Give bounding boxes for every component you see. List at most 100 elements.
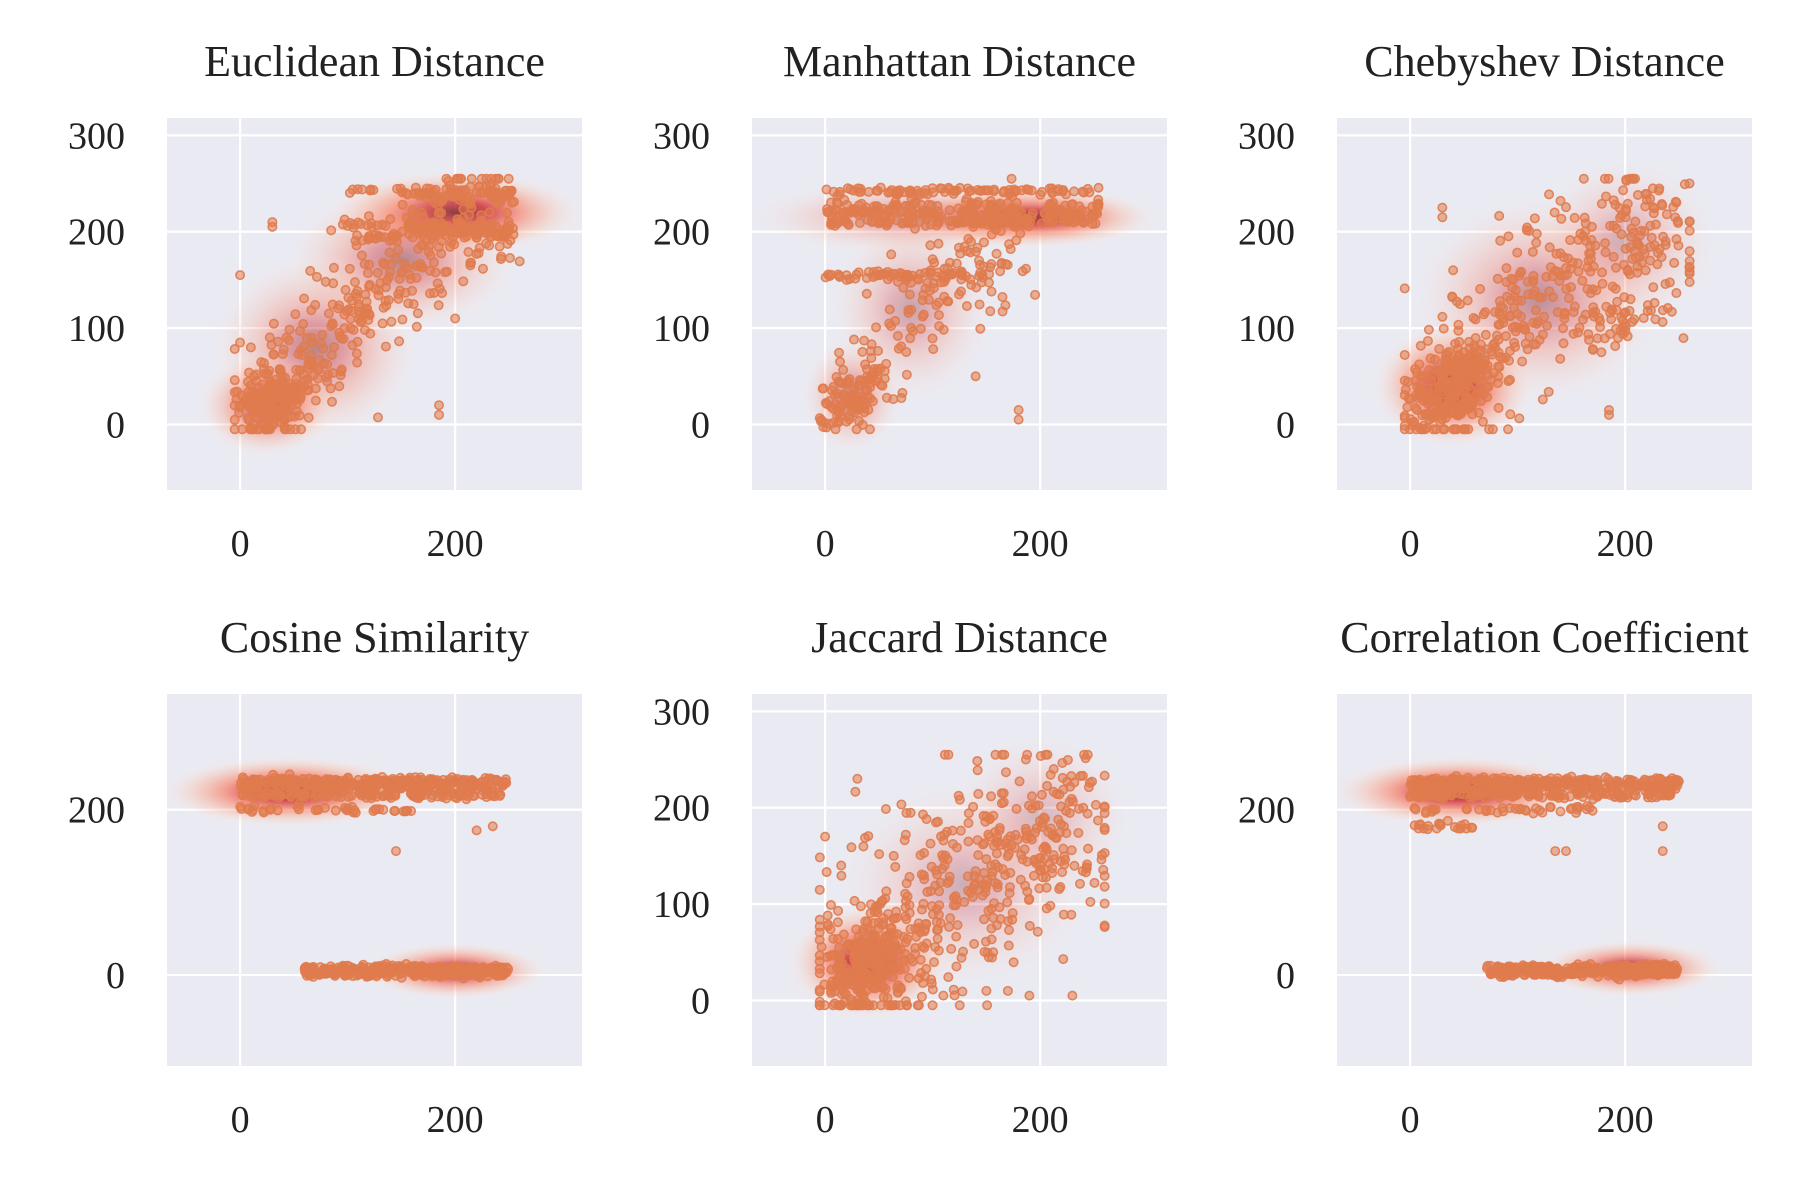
data-point <box>1622 198 1633 209</box>
data-point <box>1504 345 1515 356</box>
data-point <box>894 964 905 975</box>
data-point <box>858 395 869 406</box>
data-point <box>935 877 946 888</box>
data-point <box>1036 789 1047 800</box>
data-point <box>1042 749 1053 760</box>
data-point <box>933 217 944 228</box>
data-point <box>1652 259 1663 270</box>
data-point <box>833 905 844 916</box>
data-point <box>1640 201 1651 212</box>
data-point <box>1528 317 1539 328</box>
data-point <box>891 215 902 226</box>
data-point <box>878 917 889 928</box>
data-point <box>973 850 984 861</box>
data-point <box>1612 296 1623 307</box>
data-point <box>1002 985 1013 996</box>
data-point <box>394 285 405 296</box>
data-point <box>836 870 847 881</box>
data-point <box>829 399 840 410</box>
data-point <box>1495 235 1506 246</box>
data-point <box>241 392 252 403</box>
data-point <box>1027 803 1038 814</box>
scatter-points <box>1405 770 1684 985</box>
data-point <box>1043 827 1054 838</box>
plot-area <box>1337 694 1752 1066</box>
data-point <box>1536 292 1547 303</box>
data-point <box>979 914 990 925</box>
y-tick-label: 200 <box>1238 212 1295 254</box>
subplot-title: Euclidean Distance <box>204 37 545 86</box>
data-point <box>943 972 954 983</box>
data-point <box>1028 870 1039 881</box>
x-tick-label: 200 <box>1597 1099 1654 1141</box>
data-point <box>1003 940 1014 951</box>
data-point <box>1559 793 1570 804</box>
data-point <box>899 835 910 846</box>
data-point <box>994 822 1005 833</box>
data-point <box>1402 402 1413 413</box>
data-point <box>931 817 942 828</box>
data-point <box>1501 263 1512 274</box>
data-point <box>1055 881 1066 892</box>
data-point <box>1099 802 1110 813</box>
data-point <box>925 267 936 278</box>
data-point <box>1405 779 1416 790</box>
data-point <box>904 972 915 983</box>
data-point <box>1497 803 1508 814</box>
data-point <box>933 238 944 249</box>
data-point <box>1630 216 1641 227</box>
data-point <box>1610 341 1621 352</box>
data-point <box>981 811 992 822</box>
data-point <box>899 955 910 966</box>
data-point <box>833 933 844 944</box>
data-point <box>353 306 364 317</box>
y-tick-label: 0 <box>691 404 710 446</box>
data-point <box>1671 288 1682 299</box>
data-point <box>412 308 423 319</box>
data-point <box>916 869 927 880</box>
data-point <box>494 191 505 202</box>
data-point <box>268 418 279 429</box>
data-point <box>901 369 912 380</box>
data-point <box>861 288 872 299</box>
data-point <box>330 805 341 816</box>
data-point <box>389 789 400 800</box>
data-point <box>328 262 339 273</box>
x-tick-label: 0 <box>231 523 250 565</box>
data-point <box>1485 966 1496 977</box>
data-point <box>407 285 418 296</box>
data-point <box>1630 785 1641 796</box>
data-point <box>1604 409 1615 420</box>
data-point <box>998 187 1009 198</box>
data-point <box>1023 894 1034 905</box>
data-point <box>1505 311 1516 322</box>
data-point <box>1684 246 1695 257</box>
data-point <box>366 221 377 232</box>
data-point <box>921 214 932 225</box>
data-point <box>1537 807 1548 818</box>
data-point <box>965 236 976 247</box>
data-point <box>1594 789 1605 800</box>
data-point <box>956 268 967 279</box>
data-point <box>1622 266 1633 277</box>
data-point <box>1056 801 1067 812</box>
data-point <box>854 218 865 229</box>
data-point <box>986 229 997 240</box>
data-point <box>385 259 396 270</box>
data-point <box>1041 882 1052 893</box>
data-point <box>1495 351 1506 362</box>
data-point <box>405 788 416 799</box>
data-point <box>1503 424 1514 435</box>
y-tick-label: 200 <box>1238 790 1295 832</box>
data-point <box>1011 803 1022 814</box>
data-point <box>326 225 337 236</box>
data-point <box>858 841 869 852</box>
data-point <box>1644 967 1655 978</box>
data-point <box>1059 859 1070 870</box>
data-point <box>1410 402 1421 413</box>
data-point <box>948 984 959 995</box>
data-point <box>250 388 261 399</box>
data-point <box>901 807 912 818</box>
data-point <box>495 254 506 265</box>
data-point <box>257 401 268 412</box>
